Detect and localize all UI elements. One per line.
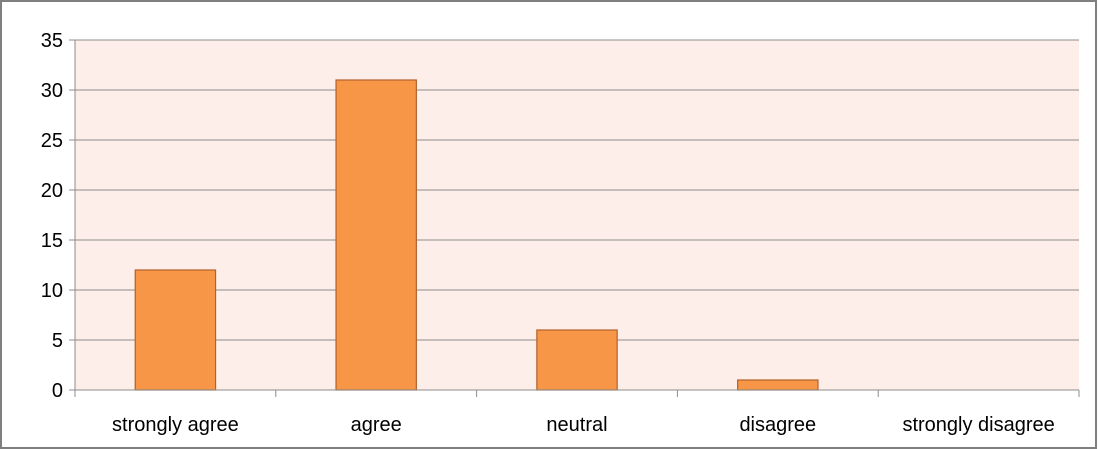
bars	[134, 79, 819, 391]
axes	[74, 40, 1080, 397]
y-tick-label: 10	[41, 280, 63, 302]
bar-disagree	[737, 379, 819, 391]
y-tick-label: 0	[52, 380, 63, 402]
y-tick-label: 20	[41, 180, 63, 202]
bar-strongly-agree	[134, 269, 217, 391]
y-tick-label: 30	[41, 80, 63, 102]
y-tick-label: 5	[52, 330, 63, 352]
x-category-label: strongly agree	[112, 414, 239, 436]
bar-neutral	[536, 329, 618, 391]
y-tick-label: 25	[41, 130, 63, 152]
x-axis-category-labels: strongly agree agree neutral disagree strong…	[112, 414, 1055, 436]
y-tick-label: 15	[41, 230, 63, 252]
y-tick-label: 35	[41, 30, 63, 52]
bar-agree	[335, 79, 417, 391]
x-category-label: disagree	[739, 414, 816, 436]
y-axis-tick-labels: 0 5 10 15 20 25 30 35	[41, 30, 63, 402]
x-category-label: agree	[351, 414, 402, 436]
x-category-label: neutral	[546, 414, 607, 436]
x-category-label: strongly disagree	[902, 414, 1054, 436]
